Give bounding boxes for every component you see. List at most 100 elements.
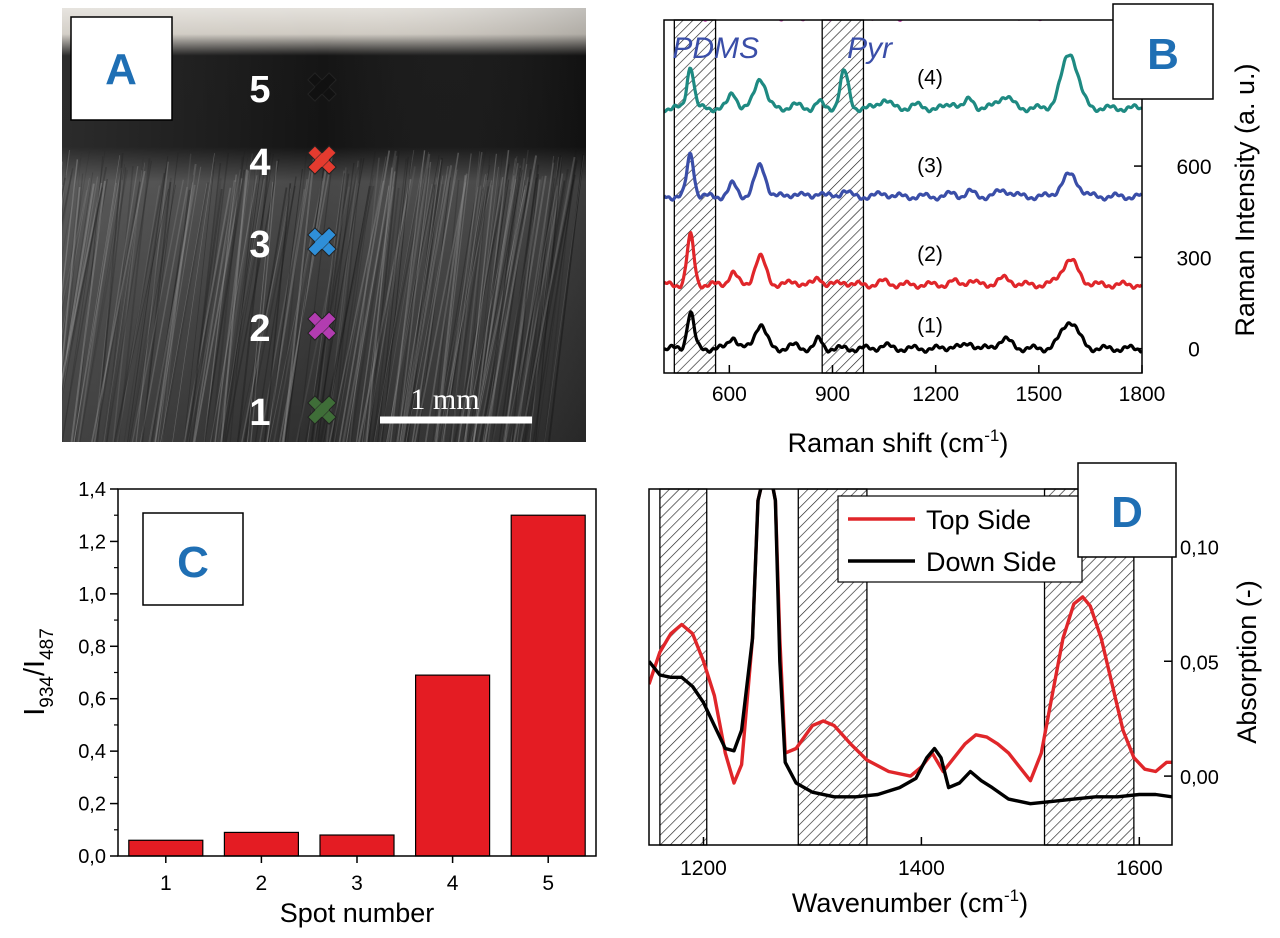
photo-scratch xyxy=(62,177,67,199)
c-y-tick-label: 0,8 xyxy=(78,636,106,658)
spot-4-cross-icon xyxy=(307,145,337,175)
spot-2-cross-icon xyxy=(307,311,337,341)
c-y-tick-label: 0,0 xyxy=(78,846,106,868)
b-x-tick-label: 600 xyxy=(712,383,747,406)
spot-number-5: 5 xyxy=(249,69,270,111)
panel-d-absorption-chart: 1200 1400 1600 0,00 0,05 0,10 Top Side Down S… xyxy=(648,462,1262,918)
panel-label-box-b xyxy=(1112,3,1214,100)
d-legend-box xyxy=(837,495,1083,583)
photo-scratch xyxy=(62,174,67,203)
c-x-tick-label: 3 xyxy=(351,872,363,895)
panel-c-bar-chart: 1 2 3 4 5 0,0 0,2 0,4 0,6 0,8 1,0 1,2 1,4 Spot numbe… xyxy=(19,479,597,928)
scale-bar-label: 1 mm xyxy=(410,383,479,416)
b-plot-frame xyxy=(663,19,1143,374)
panel-label-d: D xyxy=(1111,488,1143,537)
c-x-tick-label: 1 xyxy=(160,872,172,895)
panel-label-box-d xyxy=(1077,462,1177,558)
cross-center xyxy=(314,234,330,250)
b-y-axis-label: Raman Intensity (a. u.) xyxy=(1230,63,1260,336)
panel-b-raman-chart: 6009001200150018000300600900 (1)(2)(3)(4… xyxy=(663,3,1260,458)
d-x-tick-label: 1200 xyxy=(680,857,727,880)
d-shaded-region xyxy=(659,488,708,846)
c-y-tick-label: 0,6 xyxy=(78,689,106,711)
d-y-axis-label: Absorption (-) xyxy=(1232,580,1262,744)
c-y-tick-label: 0,4 xyxy=(78,741,106,763)
d-legend-top-side: Top Side xyxy=(926,505,1031,535)
c-bar-4 xyxy=(415,674,491,857)
panel-label-b: B xyxy=(1147,30,1179,79)
cross-center xyxy=(314,318,330,334)
c-bars xyxy=(128,514,586,857)
c-y-tick-label: 1,0 xyxy=(78,584,106,606)
b-series-label: (2) xyxy=(917,243,943,266)
b-x-tick-label: 1800 xyxy=(1119,383,1166,406)
c-x-tick-label: 2 xyxy=(256,872,268,895)
d-legend: Top Side Down Side xyxy=(837,495,1083,583)
c-bar-5 xyxy=(510,514,586,857)
photo-scratch xyxy=(62,161,63,168)
c-y-tick-label: 1,4 xyxy=(78,479,106,501)
spot-number-1: 1 xyxy=(249,392,270,434)
c-y-axis-label: I934/I487 xyxy=(19,628,58,716)
c-axis-ticks: 1 2 3 4 5 0,0 0,2 0,4 0,6 0,8 1,0 1,2 1,4 xyxy=(78,479,554,895)
c-bar-1 xyxy=(128,839,204,857)
b-y-tick-label: 600 xyxy=(1176,156,1211,179)
b-x-tick-label: 1500 xyxy=(1015,383,1062,406)
d-down-side-line xyxy=(649,489,1172,806)
b-series-line xyxy=(664,231,1142,290)
panel-label-box-a xyxy=(70,16,173,121)
b-series-label: (4) xyxy=(917,66,943,89)
cross-center xyxy=(314,152,330,168)
c-bar-3 xyxy=(319,834,395,857)
d-x-tick-label: 1400 xyxy=(898,857,945,880)
d-y-tick-label: 0,05 xyxy=(1180,652,1219,674)
d-legend-down-side: Down Side xyxy=(926,547,1057,577)
d-top-side-line xyxy=(649,489,1172,785)
spot-markers: 5 4 3 2 1 xyxy=(249,69,337,434)
d-y-tick-label: 0,00 xyxy=(1180,767,1219,789)
b-series-labels: (1)(2)(3)(4)(5) xyxy=(917,66,943,338)
spot-5-cross-icon xyxy=(307,72,337,102)
b-region-label: Pyr xyxy=(847,32,893,65)
b-series-lines xyxy=(664,20,1142,354)
b-series-line xyxy=(664,151,1142,202)
d-y-tick-label: 0,10 xyxy=(1180,537,1219,559)
b-series-line xyxy=(664,310,1142,354)
d-x-axis-label: Wavenumber (cm-1) xyxy=(792,886,1028,918)
b-y-tick-label: 0 xyxy=(1188,339,1200,362)
b-x-tick-label: 1200 xyxy=(912,383,959,406)
b-axis-ticks: 6009001200150018000300600900 xyxy=(712,65,1212,406)
panel-label-a: A xyxy=(105,45,137,94)
spot-3-cross-icon xyxy=(307,227,337,257)
panel-label-c: C xyxy=(177,538,209,587)
spot-1-cross-icon xyxy=(307,395,337,425)
b-series-label: (1) xyxy=(917,315,943,338)
b-series-line xyxy=(664,53,1142,114)
b-series-line xyxy=(702,20,1141,23)
cross-center xyxy=(314,79,330,95)
d-series-lines xyxy=(649,489,1172,806)
d-plot-frame xyxy=(648,488,1173,846)
b-x-tick-label: 900 xyxy=(815,383,850,406)
c-y-tick-label: 0,2 xyxy=(78,794,106,816)
b-region-labels: PDMS Pyr xyxy=(672,32,893,65)
b-x-axis-label: Raman shift (cm-1) xyxy=(788,426,1009,458)
b-region-label: PDMS xyxy=(672,32,759,65)
photo-scratch xyxy=(62,184,64,199)
photo-scratch xyxy=(62,159,63,163)
c-x-tick-label: 4 xyxy=(447,872,459,895)
spot-number-2: 2 xyxy=(249,308,270,350)
b-series-label: (3) xyxy=(917,155,943,178)
panel-label-box-c xyxy=(142,512,244,606)
c-bar-2 xyxy=(223,831,299,857)
c-x-tick-label: 5 xyxy=(542,872,554,895)
spot-number-3: 3 xyxy=(249,224,270,266)
cross-center xyxy=(314,402,330,418)
b-y-tick-label: 300 xyxy=(1176,247,1211,270)
d-axis-ticks: 1200 1400 1600 0,00 0,05 0,10 xyxy=(680,537,1219,880)
d-x-tick-label: 1600 xyxy=(1116,857,1163,880)
spot-number-4: 4 xyxy=(249,142,270,184)
panel-a-photo: 5 4 3 2 1 1 mm A xyxy=(62,8,586,442)
c-x-axis-label: Spot number xyxy=(280,898,435,928)
